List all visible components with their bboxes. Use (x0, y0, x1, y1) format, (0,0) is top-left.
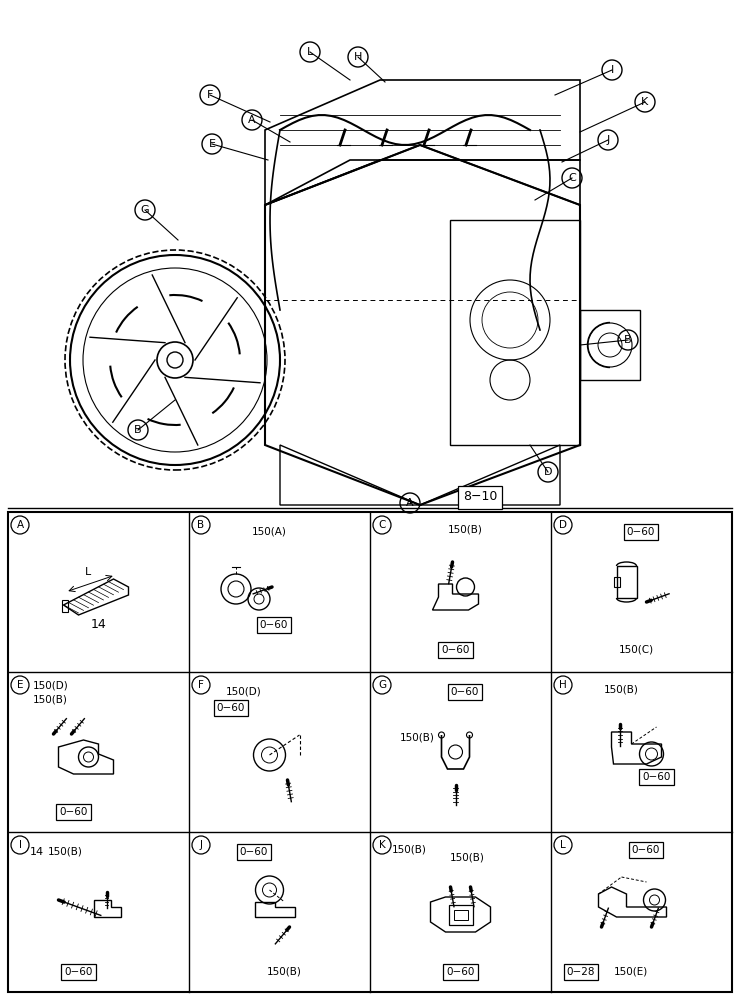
Text: 0−60: 0−60 (64, 967, 92, 977)
Text: A: A (16, 520, 24, 530)
Text: K: K (379, 840, 386, 850)
Text: L: L (560, 840, 566, 850)
Text: 0−60: 0−60 (441, 645, 470, 655)
Text: B: B (198, 520, 204, 530)
Text: 0−60: 0−60 (240, 847, 268, 857)
Text: E: E (209, 139, 215, 149)
Text: F: F (198, 680, 204, 690)
Text: D: D (559, 520, 567, 530)
Text: F: F (206, 90, 213, 100)
Text: J: J (606, 135, 610, 145)
Text: 150(B): 150(B) (448, 525, 482, 535)
Bar (613, 577, 619, 587)
Text: K: K (642, 97, 649, 107)
Text: 150(C): 150(C) (619, 645, 654, 655)
Text: 0−60: 0−60 (59, 807, 87, 817)
Text: 150(D): 150(D) (33, 680, 69, 690)
Text: J: J (200, 840, 203, 850)
Text: 0−60: 0−60 (451, 687, 480, 697)
Text: G: G (141, 205, 149, 215)
Text: 150(B): 150(B) (392, 845, 427, 855)
Text: 150(B): 150(B) (400, 732, 435, 742)
Text: A: A (406, 498, 414, 508)
Text: 0−60: 0−60 (446, 967, 474, 977)
Text: 0−60: 0−60 (627, 527, 655, 537)
Text: 0−60: 0−60 (632, 845, 660, 855)
Text: 14: 14 (90, 618, 107, 632)
Text: H: H (559, 680, 567, 690)
Bar (8, 512, 732, 992)
Text: D: D (544, 467, 552, 477)
Bar (454, 910, 468, 920)
Bar (580, 310, 640, 380)
Text: B: B (624, 335, 632, 345)
Text: 150(E): 150(E) (614, 967, 648, 977)
Bar (448, 905, 473, 925)
Text: A: A (248, 115, 256, 125)
Text: 0−60: 0−60 (260, 620, 288, 630)
Text: G: G (378, 680, 386, 690)
Text: E: E (17, 680, 23, 690)
Text: 8−10: 8−10 (462, 490, 497, 504)
Bar (616, 566, 636, 598)
Text: 0−28: 0−28 (567, 967, 595, 977)
Text: C: C (568, 173, 576, 183)
Text: L: L (85, 567, 92, 577)
Text: 150(B): 150(B) (33, 694, 68, 704)
Text: 14: 14 (30, 847, 44, 857)
Text: 150(D): 150(D) (226, 687, 262, 697)
Text: H: H (354, 52, 362, 62)
Text: 150(A): 150(A) (252, 527, 286, 537)
Bar (61, 600, 67, 612)
Text: 150(B): 150(B) (48, 847, 83, 857)
Text: 0−60: 0−60 (217, 703, 245, 713)
Text: B: B (134, 425, 142, 435)
Text: 150(B): 150(B) (267, 967, 302, 977)
Text: I: I (18, 840, 21, 850)
Text: 0−60: 0−60 (642, 772, 670, 782)
Text: L: L (307, 47, 313, 57)
Text: C: C (378, 520, 386, 530)
Text: 150(B): 150(B) (604, 685, 639, 695)
Text: I: I (610, 65, 613, 75)
Text: 150(B): 150(B) (450, 852, 485, 862)
